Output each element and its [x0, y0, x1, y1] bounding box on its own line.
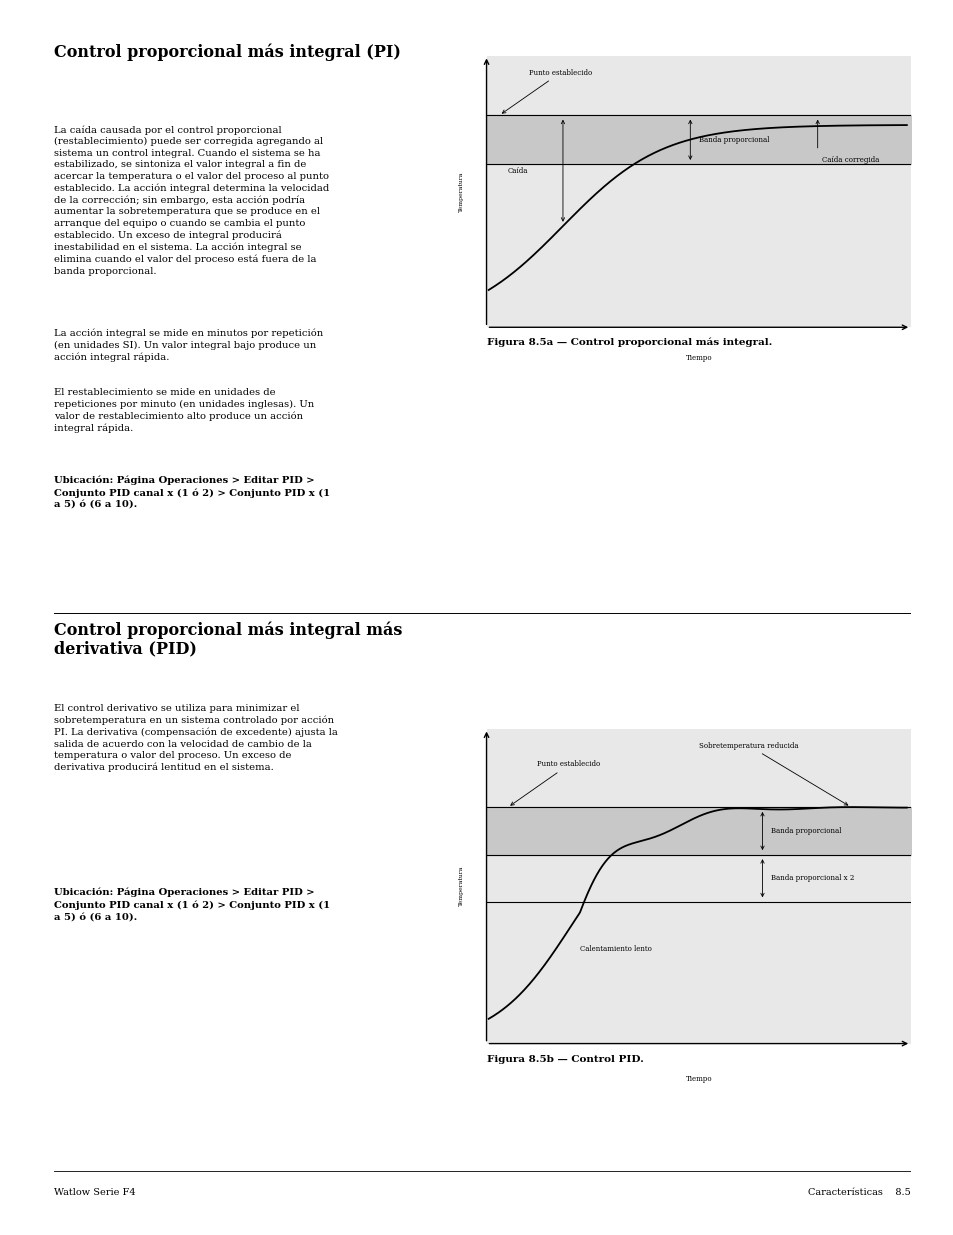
Text: Tiempo: Tiempo — [685, 1074, 711, 1083]
Text: Caída corregida: Caída corregida — [821, 156, 879, 164]
Text: Banda proporcional x 2: Banda proporcional x 2 — [770, 874, 854, 882]
Text: Banda proporcional: Banda proporcional — [770, 827, 841, 835]
Text: Tiempo: Tiempo — [685, 354, 711, 362]
Text: Figura 8.5a — Control proporcional más integral.: Figura 8.5a — Control proporcional más i… — [486, 338, 771, 347]
Text: Características    8.5: Características 8.5 — [807, 1188, 910, 1197]
Text: El restablecimiento se mide en unidades de
repeticiones por minuto (en unidades : El restablecimiento se mide en unidades … — [54, 388, 314, 433]
Text: Control proporcional más integral (PI): Control proporcional más integral (PI) — [54, 43, 401, 61]
Text: La caída causada por el control proporcional
(restablecimiento) puede ser correg: La caída causada por el control proporci… — [54, 125, 330, 275]
Text: Temperatura: Temperatura — [458, 172, 463, 211]
Text: Temperatura: Temperatura — [458, 866, 463, 906]
Text: Ubicación: Página Operaciones > Editar PID >
Conjunto PID canal x (1 ó 2) > Conj: Ubicación: Página Operaciones > Editar P… — [54, 475, 330, 509]
Text: La acción integral se mide en minutos por repetición
(en unidades SI). Un valor : La acción integral se mide en minutos po… — [54, 329, 323, 362]
Text: Figura 8.5b — Control PID.: Figura 8.5b — Control PID. — [486, 1055, 642, 1063]
Text: Caída: Caída — [507, 167, 528, 174]
Text: Banda proporcional: Banda proporcional — [698, 136, 768, 143]
Text: El control derivativo se utiliza para minimizar el
sobretemperatura en un sistem: El control derivativo se utiliza para mi… — [54, 704, 338, 772]
Text: Calentamiento lento: Calentamiento lento — [579, 945, 651, 953]
Text: Sobretemperatura reducida: Sobretemperatura reducida — [698, 741, 847, 805]
Text: Punto establecido: Punto establecido — [502, 69, 592, 114]
Text: Punto establecido: Punto establecido — [510, 761, 600, 805]
Text: Ubicación: Página Operaciones > Editar PID >
Conjunto PID canal x (1 ó 2) > Conj: Ubicación: Página Operaciones > Editar P… — [54, 888, 330, 921]
Text: Control proporcional más integral más
derivativa (PID): Control proporcional más integral más de… — [54, 621, 402, 658]
Text: Watlow Serie F4: Watlow Serie F4 — [54, 1188, 136, 1197]
